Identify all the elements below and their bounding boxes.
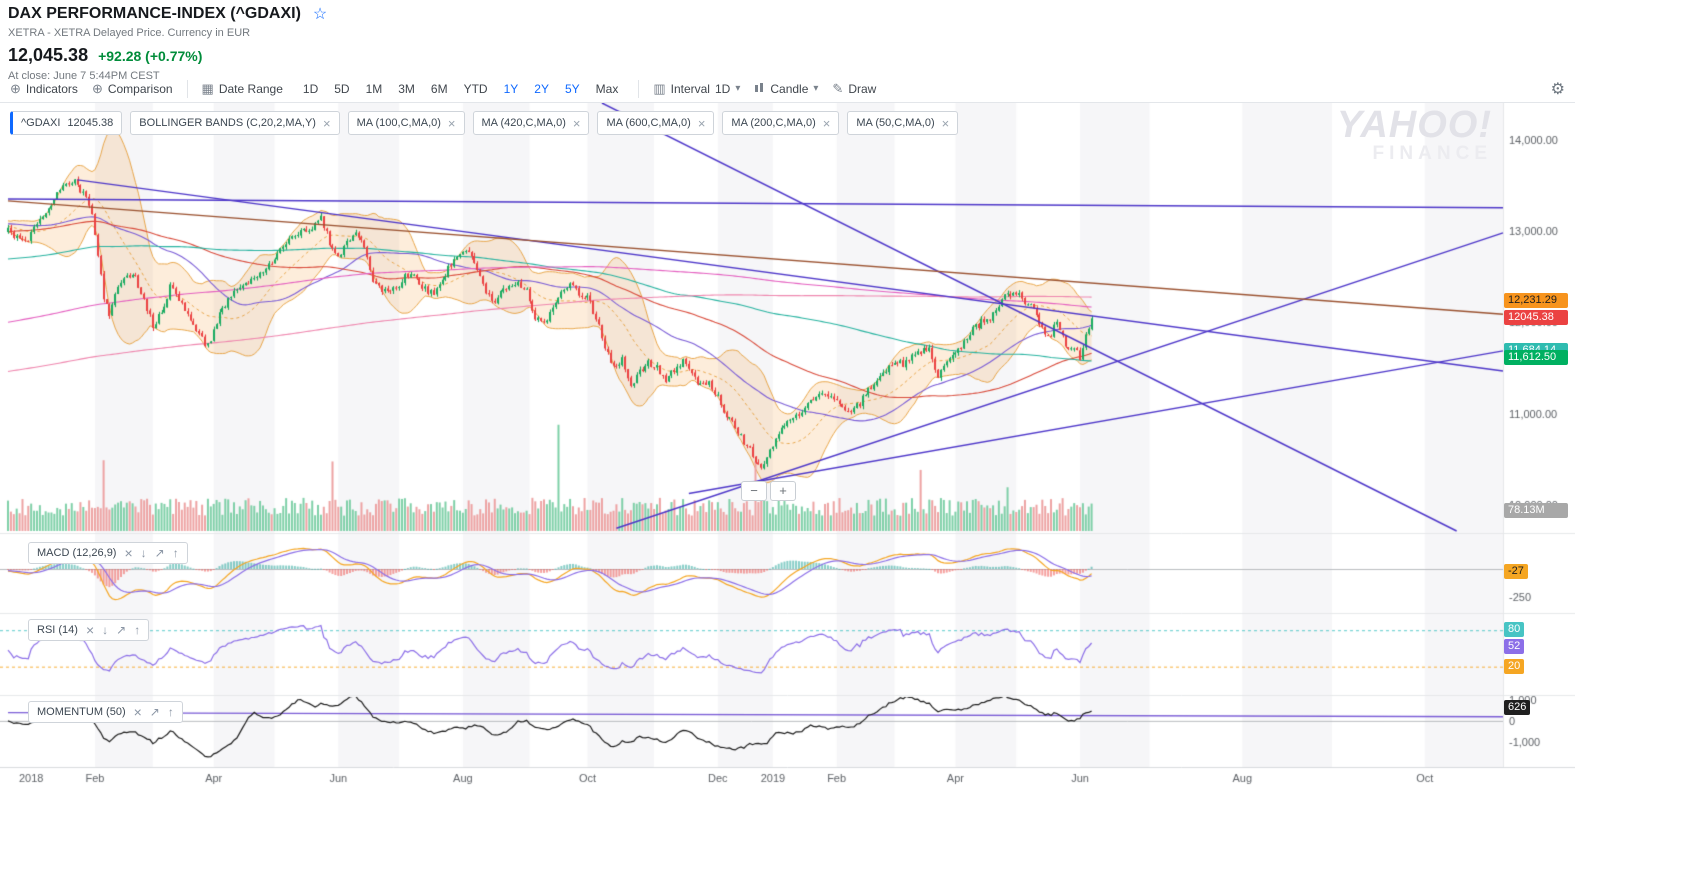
zoom-out-button[interactable]: − <box>741 481 767 501</box>
chart-canvas[interactable] <box>0 103 1575 793</box>
move-up-icon[interactable]: ↑ <box>167 705 174 719</box>
macd-panel-label: MACD (12,26,9) <box>37 547 117 559</box>
indicator-legend: ^GDAXI 12045.38 BOLLINGER BANDS (C,20,2,… <box>10 111 959 135</box>
quote-header: DAX PERFORMANCE-INDEX (^GDAXI) ☆ XETRA -… <box>8 4 327 82</box>
plus-circle-icon: ⊕ <box>10 80 21 96</box>
close-icon[interactable]: × <box>133 704 142 720</box>
range-buttons: 1D 5D 1M 3M 6M YTD 1Y 2Y 5Y Max <box>297 82 624 96</box>
comparison-label: Comparison <box>107 81 173 96</box>
macd-value-tag: -27 <box>1504 564 1528 580</box>
price-tag-lower-band: 11,612.50 <box>1504 349 1568 365</box>
watchlist-star-icon[interactable]: ☆ <box>312 6 328 23</box>
chart-toolbar: ⊕ Indicators ⊕ Comparison ▦ Date Range 1… <box>0 75 1575 103</box>
rsi-lower-guide-tag: 20 <box>1504 658 1525 674</box>
at-close-timestamp: At close: June 7 5:44PM CEST <box>8 70 160 82</box>
candle-icon <box>754 82 765 95</box>
range-1m[interactable]: 1M <box>360 82 389 96</box>
volume-tag: 78.13M <box>1504 503 1568 518</box>
range-5d[interactable]: 5D <box>328 82 355 96</box>
indicator-chip-ma200[interactable]: MA (200,C,MA,0) × <box>722 111 840 135</box>
close-icon[interactable]: × <box>85 622 95 638</box>
range-6m[interactable]: 6M <box>425 82 454 96</box>
range-1d[interactable]: 1D <box>297 82 324 96</box>
toolbar-divider <box>186 79 188 98</box>
close-icon[interactable]: × <box>124 545 133 561</box>
range-ytd[interactable]: YTD <box>458 82 494 96</box>
price-tag-upper-band: 12,231.29 <box>1504 293 1568 309</box>
draw-button[interactable]: ✎ Draw <box>832 81 876 97</box>
move-up-icon[interactable]: ↑ <box>172 546 179 560</box>
indicator-chip-label: BOLLINGER BANDS (C,20,2,MA,Y) <box>139 117 316 129</box>
move-down-icon[interactable]: ↓ <box>140 546 147 560</box>
settings-gear-icon[interactable]: ⚙ <box>1550 80 1565 98</box>
pencil-icon: ✎ <box>832 80 844 96</box>
toolbar-divider <box>638 79 640 98</box>
momentum-panel-label: MOMENTUM (50) <box>37 706 126 718</box>
momentum-value-tag: 626 <box>1504 699 1531 715</box>
chevron-down-icon: ▾ <box>735 83 741 94</box>
expand-icon[interactable]: ↗ <box>154 546 165 560</box>
comparison-button[interactable]: ⊕ Comparison <box>92 81 173 97</box>
close-icon[interactable]: × <box>322 115 331 131</box>
plus-circle-icon: ⊕ <box>91 80 103 96</box>
zoom-in-button[interactable]: + <box>770 481 796 501</box>
indicator-chip-label: MA (600,C,MA,0) <box>606 117 691 129</box>
indicator-chip-ma600[interactable]: MA (600,C,MA,0) × <box>597 111 715 135</box>
interval-dropdown[interactable]: ▥ Interval 1D ▾ <box>653 81 740 97</box>
interval-value: 1D <box>714 81 731 96</box>
range-1y[interactable]: 1Y <box>498 82 525 96</box>
move-up-icon[interactable]: ↑ <box>134 623 141 637</box>
rsi-upper-guide-tag: 80 <box>1504 622 1525 638</box>
price-change: +92.28 (+0.77%) <box>98 48 203 64</box>
rsi-value-tag: 52 <box>1504 639 1525 655</box>
indicator-chip-label: MA (200,C,MA,0) <box>731 117 816 129</box>
range-3m[interactable]: 3M <box>392 82 421 96</box>
range-max[interactable]: Max <box>590 82 625 96</box>
rsi-panel-label: RSI (14) <box>37 624 78 636</box>
range-2y[interactable]: 2Y <box>528 82 555 96</box>
indicator-chip-label: MA (100,C,MA,0) <box>356 117 441 129</box>
close-icon[interactable]: × <box>822 115 831 131</box>
symbol-chip-value: 12045.38 <box>67 117 114 129</box>
expand-icon[interactable]: ↗ <box>149 705 160 719</box>
date-range-button[interactable]: ▦ Date Range <box>202 81 283 97</box>
last-price: 12,045.38 <box>8 45 89 65</box>
chart-type-label: Candle <box>770 81 809 96</box>
close-icon[interactable]: × <box>941 115 950 131</box>
page-title: DAX PERFORMANCE-INDEX (^GDAXI) <box>8 5 301 22</box>
close-icon[interactable]: × <box>447 115 456 131</box>
zoom-control: − + <box>741 481 796 501</box>
symbol-chip[interactable]: ^GDAXI 12045.38 <box>10 111 123 135</box>
expand-icon[interactable]: ↗ <box>116 623 127 637</box>
price-tag-last: 12045.38 <box>1504 310 1568 326</box>
interval-icon: ▥ <box>653 80 666 96</box>
indicator-chip-label: MA (50,C,MA,0) <box>856 117 935 129</box>
indicator-chip-ma100[interactable]: MA (100,C,MA,0) × <box>347 111 465 135</box>
indicators-button[interactable]: ⊕ Indicators <box>10 81 78 97</box>
calendar-icon: ▦ <box>201 80 214 96</box>
interval-label: Interval <box>670 81 710 96</box>
close-icon[interactable]: × <box>697 115 706 131</box>
indicator-chip-bollinger[interactable]: BOLLINGER BANDS (C,20,2,MA,Y) × <box>130 111 340 135</box>
chevron-down-icon: ▾ <box>813 83 819 94</box>
draw-label: Draw <box>848 81 877 96</box>
move-down-icon[interactable]: ↓ <box>102 623 109 637</box>
indicator-chip-ma420[interactable]: MA (420,C,MA,0) × <box>472 111 590 135</box>
range-5y[interactable]: 5Y <box>559 82 586 96</box>
exchange-subtitle: XETRA - XETRA Delayed Price. Currency in… <box>8 27 251 39</box>
indicator-chip-ma50[interactable]: MA (50,C,MA,0) × <box>847 111 959 135</box>
symbol-chip-label: ^GDAXI <box>21 117 61 129</box>
rsi-panel-chip[interactable]: RSI (14) × ↓ ↗ ↑ <box>28 619 150 641</box>
momentum-panel-chip[interactable]: MOMENTUM (50) × ↗ ↑ <box>28 701 183 723</box>
indicators-label: Indicators <box>25 81 78 96</box>
macd-panel-chip[interactable]: MACD (12,26,9) × ↓ ↗ ↑ <box>28 542 188 564</box>
chart-type-dropdown[interactable]: Candle ▾ <box>754 82 818 96</box>
indicator-chip-label: MA (420,C,MA,0) <box>481 117 566 129</box>
date-range-label: Date Range <box>218 81 283 96</box>
close-icon[interactable]: × <box>572 115 581 131</box>
